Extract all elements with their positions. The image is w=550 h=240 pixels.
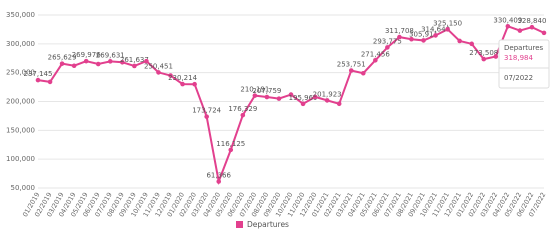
point [409,36,414,42]
point [397,34,402,40]
point [168,73,173,78]
value-label: 271,456 [361,50,390,58]
point [107,59,113,64]
y-tick-label: 50,000 [11,184,36,192]
point [228,147,234,153]
y-tick-label: 300,000 [6,40,35,48]
point [433,33,438,38]
point [336,101,342,107]
point [288,92,294,97]
line [37,25,545,186]
point [120,59,125,65]
point [493,54,499,59]
point [240,112,246,118]
point [300,101,306,107]
point [421,38,426,43]
point [204,114,209,119]
point [192,81,197,87]
value-label: 173,724 [192,107,221,115]
point [156,70,161,75]
point [216,179,222,184]
value-label: 293,775 [373,37,402,45]
point [83,58,89,64]
point [35,77,41,83]
point [517,28,523,33]
value-label: 261,637 [120,56,149,64]
point [71,63,77,69]
value-label: 269,631 [96,51,125,59]
value-label: 176,329 [228,105,257,113]
y-tick-label: 100,000 [6,155,35,163]
point [505,23,511,29]
value-label: 273,508 [469,49,498,57]
tooltip-title: Departures [504,44,544,52]
value-label: 210,191 [240,86,269,94]
value-label: 230,214 [168,74,197,82]
point [144,58,149,64]
value-label: 311,708 [385,27,414,35]
tooltip-box [498,39,550,89]
value-label: 250,451 [144,62,173,70]
tooltip-label: 07/2022 [504,74,533,82]
page: 50,000 100,000 150,000 200,000 250,000 300,00… [6,11,550,229]
legend-swatch [236,221,243,228]
tooltip-value: 318,984 [504,54,533,62]
point [264,94,270,100]
value-label: 61,366 [206,171,231,179]
value-label: 207,759 [252,87,281,95]
y-tick-label: 150,000 [6,126,35,134]
point [312,94,318,100]
y-tick-label: 200,000 [6,98,35,106]
value-label: 305,911 [409,30,438,38]
point [348,68,354,73]
value-label: 237,145 [24,70,53,78]
chart: 50,000 100,000 150,000 200,000 250,000 300,00… [6,11,550,229]
tooltip: Departures 318,984 07/2022 [498,39,550,89]
legend-label: Departures [247,220,289,229]
value-label: 325,150 [433,19,462,27]
point [541,30,547,36]
point [276,96,282,101]
point [373,57,378,63]
y-tick-label: 250,000 [6,69,35,77]
point [529,24,535,30]
point [385,45,390,50]
value-label: 314,640 [421,25,450,33]
point [132,63,137,69]
point [457,38,462,44]
point [481,56,487,62]
value-label: 116,125 [216,140,245,148]
point [445,27,450,32]
point [59,61,65,66]
point [360,70,366,76]
value-label: 328,840 [517,17,546,25]
value-label: 201,923 [313,90,342,98]
value-label: 269,976 [72,51,101,59]
point [95,61,101,67]
point [180,81,185,87]
point [469,41,475,47]
value-label: 265,629 [48,54,77,62]
value-label: 195,969 [289,94,318,102]
point [252,93,258,98]
y-tick-label: 350,000 [6,11,35,19]
point [47,79,53,85]
value-label: 253,751 [337,61,366,69]
value-label: 330,409 [493,16,522,24]
point [324,98,330,103]
